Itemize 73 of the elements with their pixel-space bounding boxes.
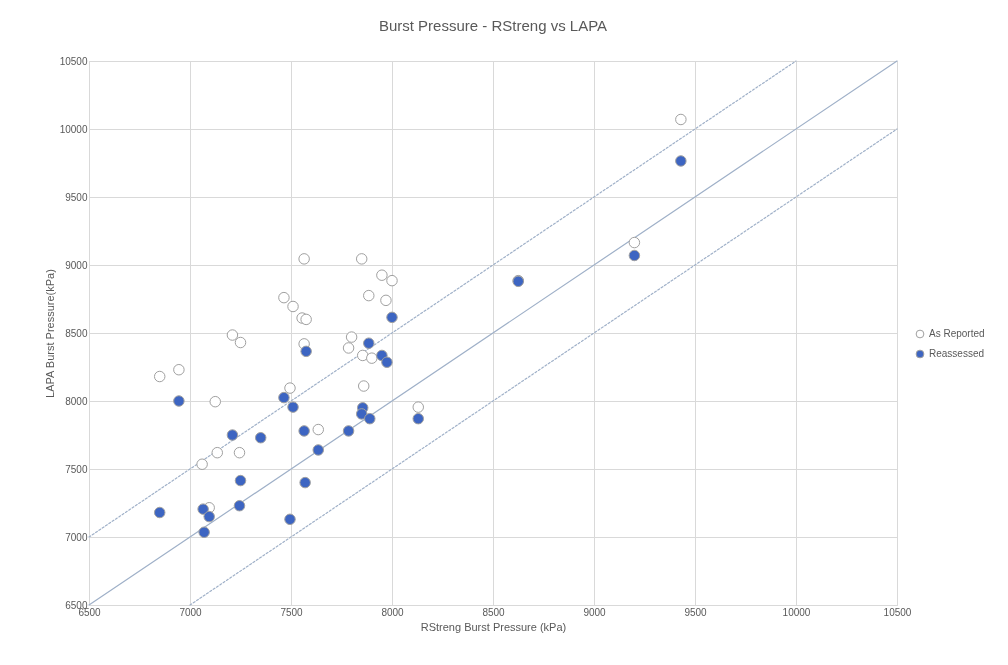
point bbox=[173, 363, 185, 376]
y-tick-label: 9000 bbox=[65, 259, 88, 271]
point bbox=[211, 446, 224, 459]
y-tick-label: 9500 bbox=[65, 191, 88, 203]
point bbox=[226, 429, 239, 441]
point bbox=[298, 253, 310, 265]
point bbox=[284, 382, 296, 394]
chart-title: Burst Pressure - RStreng vs LAPA bbox=[378, 17, 608, 34]
point bbox=[675, 113, 687, 126]
point bbox=[312, 444, 325, 456]
point bbox=[386, 311, 398, 324]
point bbox=[234, 336, 247, 349]
point bbox=[363, 337, 375, 349]
point bbox=[312, 423, 325, 436]
x-tick-label: 9500 bbox=[684, 606, 708, 618]
x-tick-label: 7500 bbox=[280, 606, 304, 618]
point bbox=[196, 458, 208, 470]
point bbox=[254, 431, 267, 444]
x-tick-label: 9000 bbox=[583, 606, 607, 618]
point bbox=[363, 289, 375, 302]
point bbox=[412, 401, 424, 413]
point bbox=[173, 395, 185, 407]
y-axis-title: LAPA Burst Pressure(kPa) bbox=[43, 269, 56, 398]
point bbox=[412, 412, 424, 425]
point bbox=[153, 370, 166, 383]
point bbox=[197, 503, 209, 515]
point bbox=[380, 294, 392, 307]
point bbox=[357, 380, 370, 392]
y-tick-label: 10000 bbox=[59, 123, 88, 135]
point bbox=[226, 329, 239, 341]
point bbox=[198, 526, 210, 538]
y-tick-label: 7500 bbox=[65, 463, 88, 475]
x-tick-label: 10500 bbox=[883, 606, 912, 618]
point bbox=[376, 269, 388, 281]
legend-label: Reassessed bbox=[929, 348, 985, 359]
point bbox=[386, 274, 398, 287]
y-tick-label: 8500 bbox=[65, 327, 88, 339]
point bbox=[209, 395, 221, 408]
point bbox=[233, 499, 246, 512]
point bbox=[345, 331, 358, 343]
point bbox=[628, 249, 641, 262]
point bbox=[628, 236, 641, 249]
point bbox=[355, 408, 368, 420]
point bbox=[203, 510, 215, 523]
point bbox=[300, 345, 312, 358]
point bbox=[355, 253, 368, 265]
point bbox=[233, 446, 246, 459]
x-tick-label: 8000 bbox=[381, 606, 405, 618]
point bbox=[153, 506, 166, 519]
point bbox=[675, 155, 687, 167]
point bbox=[299, 476, 311, 489]
point bbox=[342, 425, 355, 437]
x-axis-title: RStreng Burst Pressure (kPa) bbox=[420, 620, 567, 633]
point bbox=[381, 356, 393, 368]
y-tick-label: 10500 bbox=[59, 55, 88, 67]
point bbox=[234, 474, 247, 487]
point bbox=[287, 401, 299, 413]
x-tick-label: 8500 bbox=[482, 606, 506, 618]
point bbox=[366, 352, 378, 364]
point bbox=[356, 349, 369, 362]
point bbox=[300, 313, 312, 326]
y-tick-label: 7000 bbox=[65, 531, 88, 543]
point bbox=[364, 412, 376, 425]
point bbox=[278, 391, 290, 404]
point bbox=[278, 291, 290, 304]
point bbox=[298, 425, 310, 437]
point bbox=[284, 513, 296, 526]
legend-label: As Reported bbox=[929, 328, 985, 339]
y-tick-label: 8000 bbox=[65, 395, 88, 407]
x-tick-label: 7000 bbox=[179, 606, 203, 618]
point bbox=[342, 342, 355, 354]
point bbox=[287, 300, 299, 313]
x-tick-label: 10000 bbox=[782, 606, 811, 618]
